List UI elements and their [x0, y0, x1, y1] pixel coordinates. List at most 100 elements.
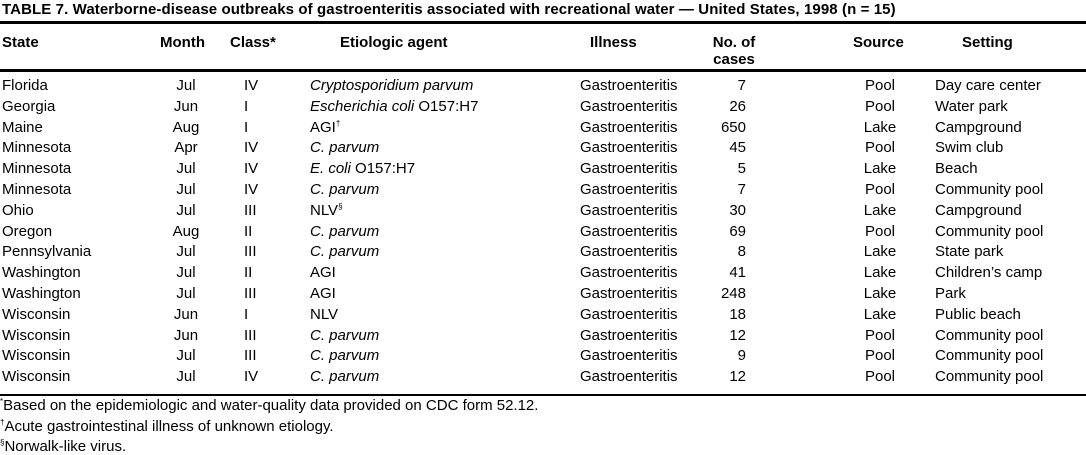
cell-setting: Park — [935, 285, 966, 302]
table-row: Wisconsin Jun I NLV Gastroenteritis 18 L… — [0, 304, 1086, 325]
cell-month: Jul — [176, 181, 196, 198]
cell-setting: Campground — [935, 201, 1022, 219]
cell-setting: Community pool — [935, 347, 1044, 365]
cell-agent: NLV§ — [310, 200, 343, 221]
cell-setting: Day care center — [935, 77, 1041, 94]
cell-state: Georgia — [2, 97, 56, 115]
cell-agent: AGI — [310, 262, 336, 283]
cell-class: I — [244, 118, 249, 136]
header-state: State — [2, 34, 39, 51]
cell-setting: Campground — [935, 118, 1022, 136]
agent-italic: Cryptosporidium parvum — [310, 77, 474, 94]
table-row: Wisconsin Jul IV C. parvum Gastroenterit… — [0, 366, 1086, 387]
cell-cases: 45 — [729, 139, 746, 157]
cell-state: Florida — [2, 77, 48, 94]
cell-class: III — [244, 285, 257, 302]
table-row: Pennsylvania Jul III C. parvum Gastroent… — [0, 241, 1086, 262]
cell-cases: 9 — [737, 347, 746, 365]
cell-cases: 248 — [720, 285, 746, 302]
header-cases-line1: No. of — [712, 34, 756, 51]
cell-month: Jul — [176, 201, 196, 219]
cell-state: Maine — [2, 118, 43, 136]
cell-agent: NLV — [310, 304, 338, 325]
cell-state: Pennsylvania — [2, 243, 92, 261]
agent-plain: AGI — [310, 264, 336, 282]
cell-source: Pool — [864, 77, 896, 94]
cell-illness: Gastroenteritis — [580, 181, 678, 198]
agent-italic: C. parvum — [310, 326, 380, 344]
footnote-mark: * — [0, 397, 4, 406]
cell-month: Apr — [174, 139, 198, 157]
cell-state: Washington — [2, 264, 81, 282]
cell-state: Oregon — [2, 222, 53, 240]
cell-illness: Gastroenteritis — [580, 97, 678, 115]
table-row: Minnesota Jul IV C. parvum Gastroenterit… — [0, 179, 1086, 200]
cell-source: Lake — [863, 264, 897, 282]
table-row: Minnesota Jul IV E. coli O157:H7 Gastroe… — [0, 158, 1086, 179]
agent-plain: NLV — [310, 305, 339, 323]
header-agent: Etiologic agent — [340, 34, 448, 51]
footnote-text: Based on the epidemiologic and water-qua… — [3, 397, 539, 414]
cell-state: Wisconsin — [2, 368, 71, 386]
cell-source: Lake — [863, 285, 897, 302]
cell-setting: Children’s camp — [935, 264, 1043, 282]
cell-source: Lake — [863, 160, 897, 178]
cell-cases: 12 — [729, 326, 746, 344]
cell-illness: Gastroenteritis — [580, 264, 678, 282]
cell-source: Pool — [864, 326, 896, 344]
table-row: Georgia Jun I Escherichia coli O157:H7 G… — [0, 96, 1086, 117]
footnote: †Acute gastrointestinal illness of unkno… — [0, 418, 334, 435]
cell-month: Jul — [176, 285, 196, 302]
cell-class: II — [244, 222, 253, 240]
cell-cases: 41 — [729, 264, 746, 282]
cell-agent: C. parvum — [310, 241, 379, 262]
header-month: Month — [160, 34, 205, 51]
cell-illness: Gastroenteritis — [580, 285, 678, 302]
cell-month: Jun — [173, 326, 199, 344]
table-row: Maine Aug I AGI† Gastroenteritis 650 Lak… — [0, 117, 1086, 138]
cell-class: III — [244, 326, 257, 344]
agent-italic: C. parvum — [310, 181, 380, 198]
cell-class: I — [244, 305, 249, 323]
cell-agent: C. parvum — [310, 179, 379, 200]
cell-class: III — [244, 243, 257, 261]
cell-source: Lake — [863, 118, 897, 136]
cell-state: Wisconsin — [2, 305, 71, 323]
cell-state: Minnesota — [2, 160, 72, 178]
header-cases: No. of cases — [706, 34, 762, 68]
cell-month: Jul — [176, 264, 196, 282]
cell-cases: 650 — [720, 118, 746, 136]
footnote-mark: § — [0, 438, 5, 447]
cell-illness: Gastroenteritis — [580, 160, 678, 178]
cell-agent: C. parvum — [310, 366, 379, 387]
footnote-text: Acute gastrointestinal illness of unknow… — [4, 417, 334, 435]
cell-illness: Gastroenteritis — [580, 222, 678, 240]
cell-source: Pool — [864, 347, 896, 365]
cell-month: Jul — [176, 347, 196, 365]
cell-agent: C. parvum — [310, 221, 379, 242]
agent-plain: AGI — [310, 285, 336, 302]
table-row: Oregon Aug II C. parvum Gastroenteritis … — [0, 221, 1086, 242]
cell-class: I — [244, 97, 249, 115]
cell-setting: State park — [935, 243, 1004, 261]
cell-source: Lake — [863, 243, 897, 261]
agent-plain: O157:H7 — [350, 160, 416, 178]
cell-month: Aug — [172, 222, 200, 240]
cell-class: III — [244, 347, 257, 365]
cell-source: Pool — [864, 222, 896, 240]
table-row: Wisconsin Jul III C. parvum Gastroenteri… — [0, 345, 1086, 366]
agent-footnote-mark: † — [335, 118, 341, 128]
cell-illness: Gastroenteritis — [580, 77, 678, 94]
table-row: Minnesota Apr IV C. parvum Gastroenterit… — [0, 137, 1086, 158]
header-source: Source — [853, 34, 904, 51]
agent-plain: NLV — [310, 201, 339, 219]
cell-cases: 7 — [737, 181, 746, 198]
table-row: Florida Jul IV Cryptosporidium parvum Ga… — [0, 75, 1086, 96]
cell-class: II — [244, 264, 253, 282]
cell-agent: E. coli O157:H7 — [310, 158, 415, 179]
cell-source: Pool — [864, 181, 896, 198]
header-class: Class* — [230, 34, 276, 51]
cell-state: Minnesota — [2, 181, 72, 198]
cell-class: IV — [244, 77, 259, 94]
agent-italic: C. parvum — [310, 222, 380, 240]
